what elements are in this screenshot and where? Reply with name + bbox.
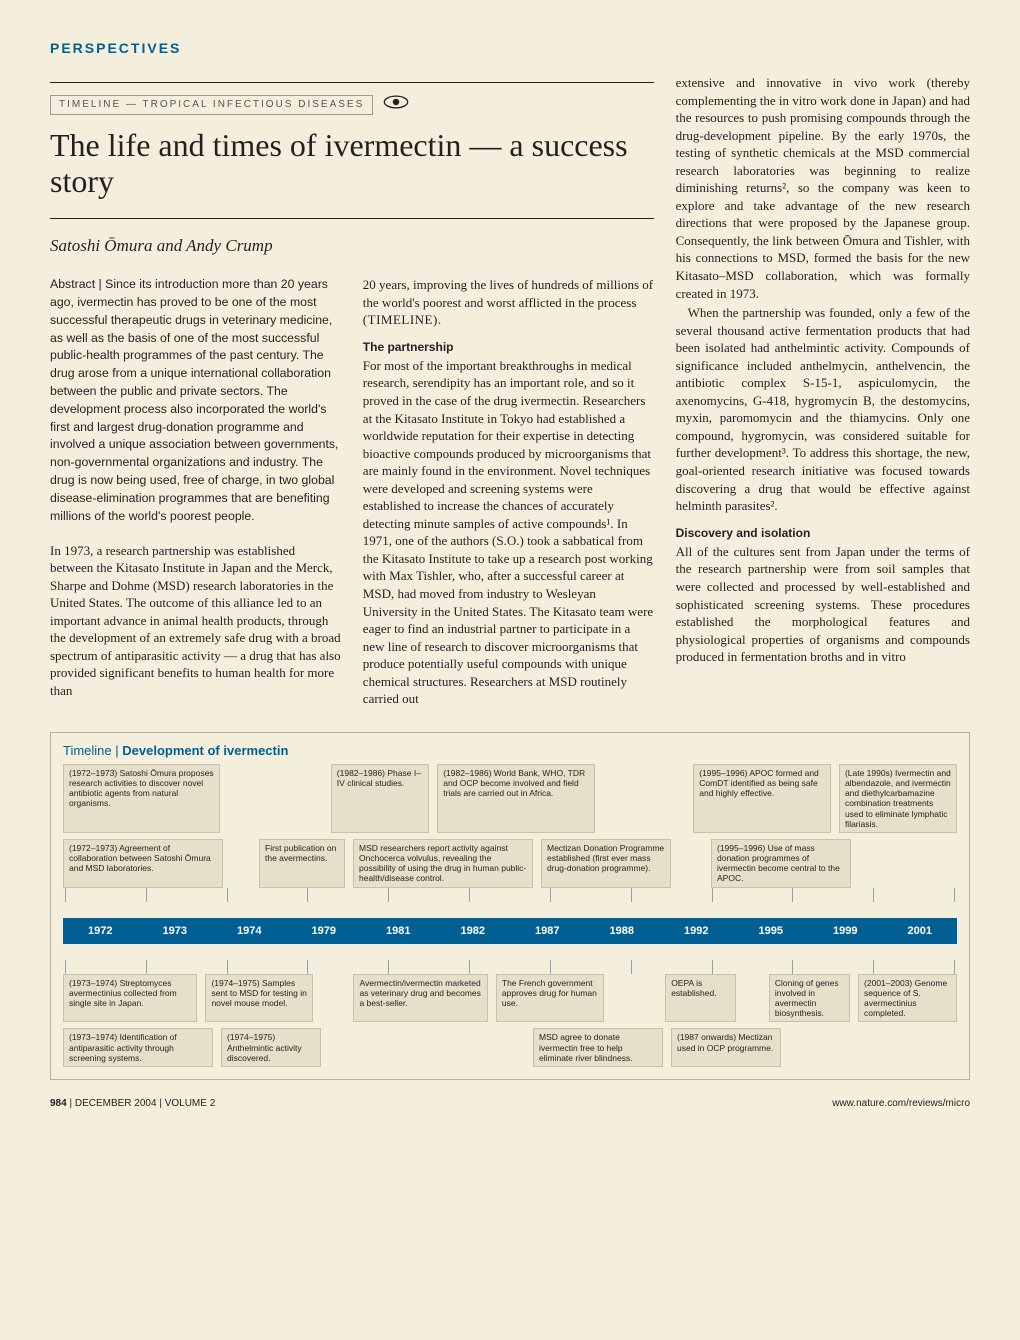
timeline-year: 1987 — [510, 925, 585, 937]
timeline-event: The French government approves drug for … — [496, 974, 604, 1023]
timeline-year: 2001 — [883, 925, 958, 937]
timeline-box: Timeline | Development of ivermectin (19… — [50, 732, 970, 1080]
timeline-year: 1995 — [734, 925, 809, 937]
timeline-event: (Late 1990s) Ivermectin and albendazole,… — [839, 764, 957, 833]
subhead-discovery: Discovery and isolation — [676, 525, 970, 541]
body-p3: For most of the important breakthroughs … — [363, 357, 654, 708]
timeline-bottom-rows: (1973–1974) Streptomyces avermectinius c… — [63, 974, 957, 1067]
timeline-event: (1982–1986) World Bank, WHO, TDR and OCP… — [437, 764, 594, 833]
timeline-event: Avermectin/ivermectin marketed as veteri… — [353, 974, 487, 1023]
timeline-year: 1999 — [808, 925, 883, 937]
timeline-event: (1995–1996) Use of mass donation program… — [711, 839, 851, 888]
timeline-event: MSD researchers report activity against … — [353, 839, 533, 888]
footer-left: 984 | DECEMBER 2004 | VOLUME 2 — [50, 1098, 215, 1109]
footer-right: www.nature.com/reviews/micro — [832, 1098, 970, 1109]
timeline-event: (1973–1974) Streptomyces avermectinius c… — [63, 974, 197, 1023]
left-block: TIMELINE — TROPICAL INFECTIOUS DISEASES … — [50, 74, 654, 708]
timeline-event: Cloning of genes involved in avermectin … — [769, 974, 850, 1023]
abstract: Abstract | Since its introduction more t… — [50, 276, 341, 526]
timeline-event: (1995–1996) APOC formed and ComDT identi… — [693, 764, 831, 833]
timeline-title: Timeline | Development of ivermectin — [63, 743, 957, 758]
article-title: The life and times of ivermectin — a suc… — [50, 127, 654, 201]
eye-icon — [383, 95, 409, 114]
column-3: extensive and innovative in vivo work (t… — [676, 74, 970, 708]
timeline-event: OEPA is established. — [665, 974, 736, 1023]
body-p2: 20 years, improving the lives of hundred… — [363, 276, 654, 329]
timeline-year: 1992 — [659, 925, 734, 937]
timeline-event: First publication on the avermectins. — [259, 839, 345, 888]
timeline-event: (1987 onwards) Mectizan used in OCP prog… — [671, 1028, 781, 1067]
timeline-event: (1972–1973) Satoshi Ōmura proposes resea… — [63, 764, 220, 833]
body-p5: When the partnership was founded, only a… — [676, 304, 970, 515]
timeline-year: 1988 — [585, 925, 660, 937]
subhead-partnership: The partnership — [363, 339, 654, 355]
tagline: TIMELINE — TROPICAL INFECTIOUS DISEASES — [50, 95, 373, 115]
timeline-year: 1972 — [63, 925, 138, 937]
section-header: PERSPECTIVES — [50, 40, 970, 56]
body-p1: In 1973, a research partnership was esta… — [50, 542, 341, 700]
timeline-year: 1982 — [436, 925, 511, 937]
timeline-year: 1973 — [138, 925, 213, 937]
body-p4: extensive and innovative in vivo work (t… — [676, 74, 970, 302]
timeline-event: (1973–1974) Identification of antiparasi… — [63, 1028, 213, 1067]
timeline-event: (2001–2003) Genome sequence of S. averme… — [858, 974, 957, 1023]
timeline-year: 1974 — [212, 925, 287, 937]
timeline-event: MSD agree to donate ivermectin free to h… — [533, 1028, 663, 1067]
column-2: 20 years, improving the lives of hundred… — [363, 276, 654, 708]
timeline-event: (1982–1986) Phase I–IV clinical studies. — [331, 764, 429, 833]
body-p6: All of the cultures sent from Japan unde… — [676, 543, 970, 666]
timeline-year: 1981 — [361, 925, 436, 937]
timeline-event: (1974–1975) Anthelmintic activity discov… — [221, 1028, 321, 1067]
timeline-year-bar: 1972197319741979198119821987198819921995… — [63, 918, 957, 944]
timeline-event: Mectizan Donation Programme established … — [541, 839, 671, 888]
timeline-event: (1972–1973) Agreement of collaboration b… — [63, 839, 223, 888]
timeline-top-rows: (1972–1973) Satoshi Ōmura proposes resea… — [63, 764, 957, 888]
page-footer: 984 | DECEMBER 2004 | VOLUME 2 www.natur… — [50, 1098, 970, 1109]
authors: Satoshi Ōmura and Andy Crump — [50, 235, 654, 258]
column-1: Abstract | Since its introduction more t… — [50, 276, 341, 708]
timeline-year: 1979 — [287, 925, 362, 937]
timeline-event: (1974–1975) Samples sent to MSD for test… — [205, 974, 313, 1023]
